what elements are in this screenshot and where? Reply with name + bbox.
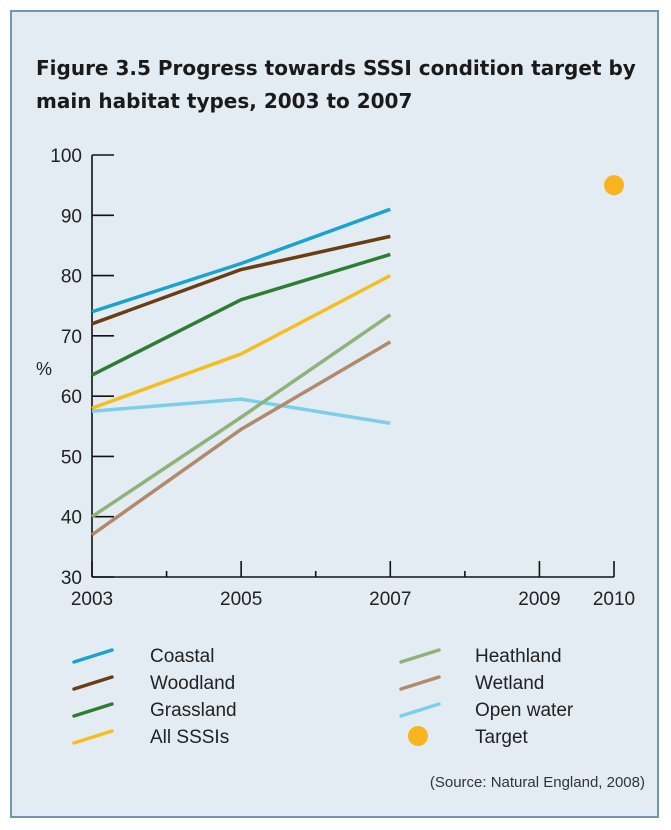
legend-swatch-woodland [72,675,114,691]
series-line-heathland [91,313,392,519]
y-tick-label: 30 [61,568,82,589]
series-line-all-sssis [91,274,392,410]
legend-label: Target [475,727,529,748]
series-line-wetland [90,340,392,537]
series-line-coastal [91,207,391,314]
source-note: (Source: Natural England, 2008) [429,774,645,791]
y-tick-label: 70 [61,327,82,348]
series-line-woodland [91,234,391,326]
legend-swatch-heathland [399,648,441,664]
y-tick-label: 40 [61,508,82,529]
y-tick-label: 80 [61,267,82,288]
x-tick-label: 2007 [369,589,411,610]
figure-title: Figure 3.5 Progress towards SSSI conditi… [36,56,636,113]
legend-label: All SSSIs [150,727,229,748]
legend-label: Coastal [150,646,214,667]
legend-swatch-target [408,726,428,746]
y-tick-label: 90 [61,206,82,227]
legend-swatch-open-water [399,702,441,718]
figure-panel: Figure 3.5 Progress towards SSSI conditi… [10,10,659,818]
x-tick-label: 2010 [593,589,635,610]
legend-label: Woodland [150,673,235,694]
y-tick-label: 50 [61,447,82,468]
x-tick-label: 2005 [220,589,262,610]
legend-swatch-all-sssis [72,729,114,745]
legend-label: Heathland [475,646,562,667]
legend-swatch-coastal [72,648,114,664]
series-line-open-water [91,397,391,425]
line-chart: 30 40 50 60 70 80 90 100% 2003 2005 2007 2009 2010 Co… [36,146,635,748]
series-line-grassland [91,252,391,377]
legend-swatch-grassland [72,702,114,718]
target-point [604,175,624,196]
x-tick-label: 2003 [71,589,113,610]
x-tick-label: 2009 [518,589,560,610]
y-axis-label: % [36,359,52,379]
legend-swatch-wetland [399,675,441,691]
legend-label: Open water [475,700,574,721]
y-tick-label: 60 [61,387,82,408]
legend-label: Wetland [475,673,544,694]
y-tick-label: 100 [50,146,82,167]
legend-label: Grassland [150,700,237,721]
